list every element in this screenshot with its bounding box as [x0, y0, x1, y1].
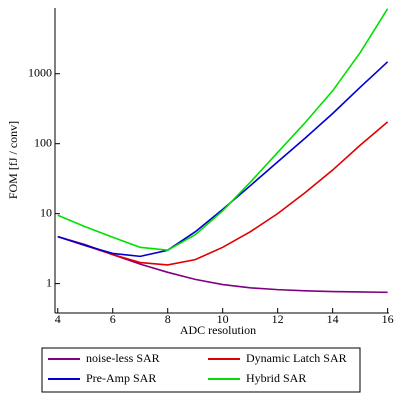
y-tick-label: 100 — [34, 135, 52, 149]
legend-label: noise-less SAR — [86, 351, 160, 365]
legend-label: Dynamic Latch SAR — [246, 351, 347, 365]
x-tick-label: 8 — [165, 312, 171, 326]
x-axis-label: ADC resolution — [180, 323, 256, 337]
x-tick-label: 6 — [110, 312, 116, 326]
x-tick-label: 16 — [382, 312, 394, 326]
x-tick-label: 12 — [272, 312, 284, 326]
legend-label: Hybrid SAR — [246, 371, 306, 385]
y-tick-label: 10 — [40, 205, 52, 219]
y-tick-label: 1 — [46, 275, 52, 289]
legend-label: Pre-Amp SAR — [86, 371, 156, 385]
series-line — [57, 8, 389, 252]
series-line — [57, 121, 389, 266]
series-line — [57, 61, 389, 258]
y-axis-label: FOM [fJ / conv] — [6, 121, 20, 199]
y-tick-label: 1000 — [28, 65, 52, 79]
x-tick-label: 10 — [217, 312, 229, 326]
x-tick-label: 14 — [327, 312, 339, 326]
x-tick-label: 4 — [55, 312, 61, 326]
series-line — [57, 235, 388, 294]
legend-box — [41, 347, 361, 393]
